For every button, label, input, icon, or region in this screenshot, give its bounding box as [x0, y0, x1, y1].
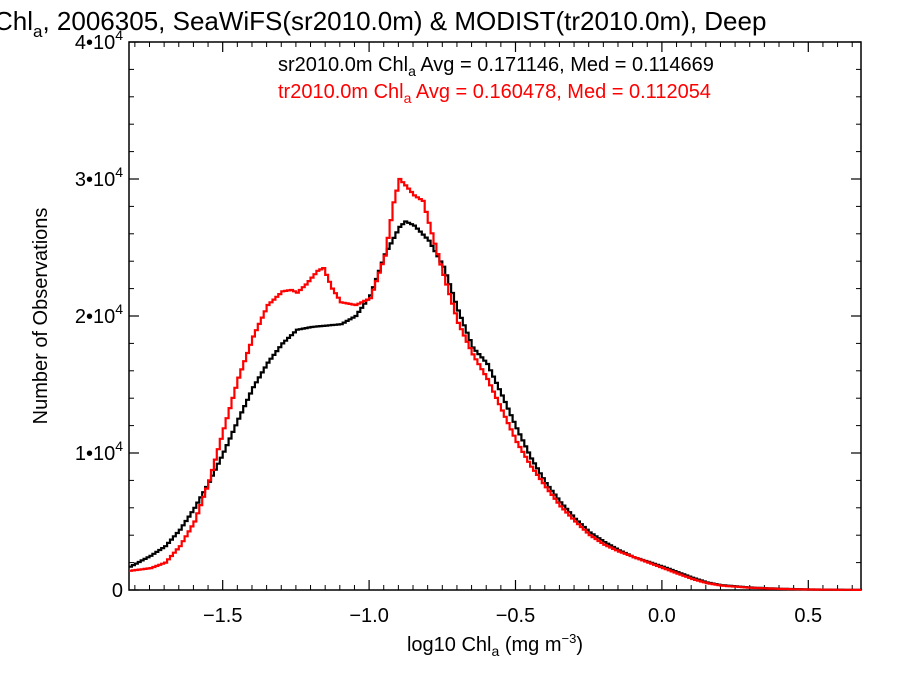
series-line-sr2010: [129, 220, 863, 591]
x-tick-label: 0.0: [648, 605, 676, 627]
series-lines: [129, 177, 863, 591]
y-tick-labels: 0 1•104 2•104 3•104 4•104: [75, 27, 123, 602]
chart-title: Chla, 2006305, SeaWiFS(sr2010.0m) & MODI…: [0, 6, 766, 41]
x-tick-label: −1.5: [203, 605, 242, 627]
x-tick-labels: −1.5 −1.0 −0.5 0.0 0.5: [203, 605, 822, 627]
y-tick-label: 3•104: [75, 164, 123, 191]
y-axis-label: Number of Observations: [30, 208, 52, 425]
y-tick-label: 4•104: [75, 27, 123, 54]
legend-entry-sr: sr2010.0m Chla Avg = 0.171146, Med = 0.1…: [278, 54, 714, 79]
series-line-tr2010: [129, 177, 861, 591]
x-axis-label: log10 Chla (mg m−3): [407, 631, 583, 659]
x-tick-label: −1.0: [349, 605, 388, 627]
y-tick-label: 0: [112, 580, 123, 602]
y-tick-label: 2•104: [75, 301, 123, 328]
x-tick-label: 0.5: [794, 605, 822, 627]
y-tick-label: 1•104: [75, 438, 123, 465]
x-tick-label: −0.5: [496, 605, 535, 627]
plot-frame: [128, 41, 862, 591]
axis-ticks: [129, 41, 861, 591]
legend-entry-tr: tr2010.0m Chla Avg = 0.160478, Med = 0.1…: [278, 81, 711, 106]
